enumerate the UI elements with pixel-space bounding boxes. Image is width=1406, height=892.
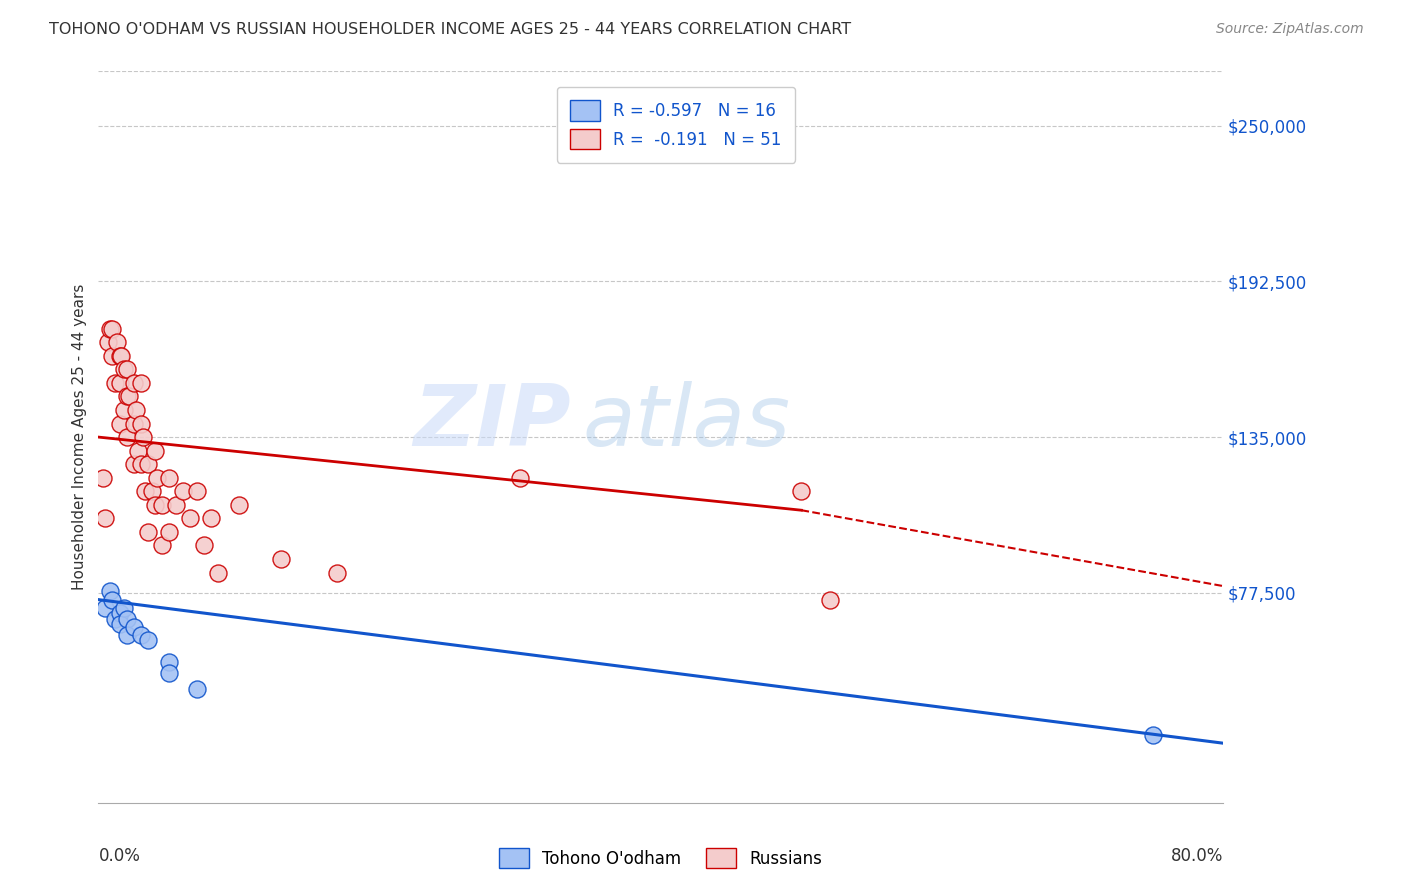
Text: ZIP: ZIP xyxy=(413,381,571,464)
Point xyxy=(94,511,117,525)
Point xyxy=(98,584,121,599)
Legend: Tohono O'odham, Russians: Tohono O'odham, Russians xyxy=(492,841,830,875)
Point xyxy=(172,484,194,499)
Point xyxy=(115,611,138,625)
Text: Source: ZipAtlas.com: Source: ZipAtlas.com xyxy=(1216,22,1364,37)
Text: TOHONO O'ODHAM VS RUSSIAN HOUSEHOLDER INCOME AGES 25 - 44 YEARS CORRELATION CHAR: TOHONO O'ODHAM VS RUSSIAN HOUSEHOLDER IN… xyxy=(49,22,852,37)
Point xyxy=(270,552,292,566)
Point xyxy=(326,566,349,580)
Point xyxy=(101,322,124,336)
Point xyxy=(118,389,141,403)
Point xyxy=(108,376,131,390)
Point xyxy=(110,349,132,363)
Point xyxy=(134,484,156,499)
Point xyxy=(122,417,145,431)
Point xyxy=(112,362,135,376)
Point xyxy=(141,484,163,499)
Point xyxy=(143,443,166,458)
Point xyxy=(105,335,128,350)
Point xyxy=(108,606,131,620)
Point xyxy=(186,681,208,696)
Point xyxy=(146,471,169,485)
Point xyxy=(200,511,222,525)
Point xyxy=(818,592,841,607)
Point xyxy=(122,620,145,634)
Point xyxy=(157,524,180,539)
Point xyxy=(97,335,120,350)
Point xyxy=(157,665,180,680)
Point xyxy=(115,430,138,444)
Point xyxy=(150,498,173,512)
Point xyxy=(193,538,215,552)
Point xyxy=(132,430,155,444)
Point xyxy=(186,484,208,499)
Point xyxy=(115,362,138,376)
Point xyxy=(115,389,138,403)
Text: atlas: atlas xyxy=(582,381,790,464)
Point xyxy=(207,566,229,580)
Point xyxy=(115,628,138,642)
Point xyxy=(101,592,124,607)
Point xyxy=(150,538,173,552)
Point xyxy=(112,403,135,417)
Point xyxy=(165,498,187,512)
Point xyxy=(228,498,250,512)
Point xyxy=(790,484,813,499)
Point xyxy=(157,471,180,485)
Point xyxy=(125,403,148,417)
Point xyxy=(179,511,201,525)
Point xyxy=(112,600,135,615)
Text: 0.0%: 0.0% xyxy=(98,847,141,864)
Point xyxy=(127,443,149,458)
Point xyxy=(91,471,114,485)
Point xyxy=(108,617,131,632)
Y-axis label: Householder Income Ages 25 - 44 years: Householder Income Ages 25 - 44 years xyxy=(72,284,87,591)
Point xyxy=(98,322,121,336)
Point xyxy=(157,655,180,669)
Point xyxy=(129,628,152,642)
Point xyxy=(129,376,152,390)
Point xyxy=(136,457,159,471)
Point xyxy=(136,524,159,539)
Point xyxy=(104,611,127,625)
Point xyxy=(136,633,159,648)
Point xyxy=(104,376,127,390)
Point xyxy=(108,417,131,431)
Point xyxy=(94,600,117,615)
Point xyxy=(143,498,166,512)
Point xyxy=(108,349,131,363)
Point xyxy=(101,349,124,363)
Point xyxy=(1142,728,1164,742)
Text: 80.0%: 80.0% xyxy=(1171,847,1223,864)
Point xyxy=(129,417,152,431)
Point xyxy=(129,457,152,471)
Point xyxy=(509,471,531,485)
Point xyxy=(122,457,145,471)
Point xyxy=(122,376,145,390)
